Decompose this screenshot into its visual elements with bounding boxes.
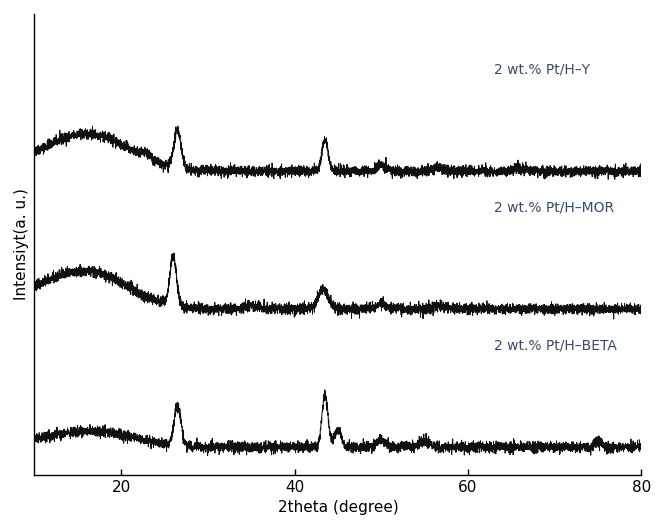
- Y-axis label: Intensiyt(a. u.): Intensiyt(a. u.): [14, 188, 29, 300]
- X-axis label: 2theta (degree): 2theta (degree): [277, 500, 398, 515]
- Text: 2 wt.% Pt/H–Y: 2 wt.% Pt/H–Y: [494, 63, 590, 77]
- Text: 2 wt.% Pt/H–BETA: 2 wt.% Pt/H–BETA: [494, 339, 617, 352]
- Text: 2 wt.% Pt/H–MOR: 2 wt.% Pt/H–MOR: [494, 200, 614, 215]
